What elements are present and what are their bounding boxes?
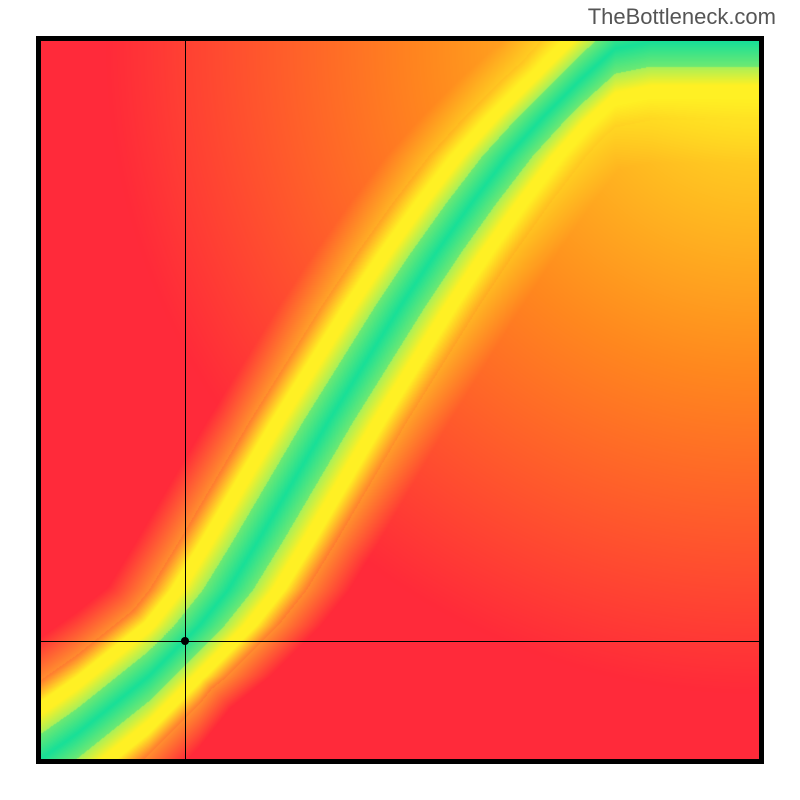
marker-dot (181, 637, 189, 645)
watermark-text: TheBottleneck.com (588, 4, 776, 30)
crosshair-horizontal (41, 641, 759, 642)
chart-container: TheBottleneck.com (0, 0, 800, 800)
heatmap-canvas (41, 41, 759, 759)
crosshair-vertical (185, 41, 186, 759)
plot-frame (36, 36, 764, 764)
